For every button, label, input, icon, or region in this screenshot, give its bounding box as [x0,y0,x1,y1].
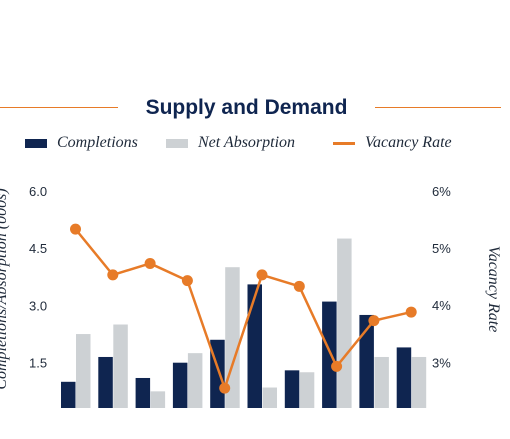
legend-label-completions: Completions [57,134,138,151]
point-vacancy-rate [331,360,343,372]
bar-net-absorption [374,356,389,408]
point-vacancy-rate [256,269,268,281]
chart-title: Supply and Demand [145,96,348,119]
line-vacancy-rate [74,228,412,390]
bar-completions [247,284,262,408]
bar-completions [172,362,188,408]
y-tick-label-left: 1.5 [29,356,47,371]
title-row: Supply and Demand [0,92,510,124]
point-vacancy-rate [219,382,231,394]
y-axis-title-left: Completions/Absorption (000s) [0,188,10,390]
point-vacancy-rate [293,280,305,292]
bar-completions [61,381,76,408]
bar-completions [98,356,113,408]
y-tick-label-right: 6% [432,184,451,199]
legend-item-vacancy-rate: Vacancy Rate [333,130,452,156]
bar-net-absorption [411,356,427,408]
bar-net-absorption [76,334,91,408]
chart-legend: Completions Net Absorption Vacancy Rate [0,130,510,156]
title-rule-left [0,107,118,108]
legend-label-vacancy-rate: Vacancy Rate [365,134,452,151]
bar-net-absorption [262,387,277,408]
bar-completions [396,347,412,408]
bar-completions [135,377,151,408]
point-vacancy-rate [405,306,417,318]
title-rule-right [375,107,501,108]
y-axis-title-right: Vacancy Rate [485,245,502,333]
chart-plot: 1.5 3.0 4.5 6.0 3% 4% 5% 6% [29,184,451,408]
y-tick-label-left: 6.0 [29,184,47,199]
legend-item-net-absorption: Net Absorption [166,130,295,156]
y-tick-label-left: 3.0 [29,298,47,313]
bar-net-absorption [337,238,352,408]
y-tick-label-right: 4% [432,298,451,313]
bar-net-absorption [113,324,128,408]
y-tick-label-left: 4.5 [29,241,47,256]
legend-swatch-vacancy-rate [333,141,355,145]
legend-swatch-completions [25,138,47,148]
bar-net-absorption [299,372,315,408]
point-vacancy-rate [70,223,81,235]
legend-item-completions: Completions [25,130,138,156]
point-vacancy-rate [181,275,193,287]
y-tick-label-right: 5% [432,241,451,256]
point-vacancy-rate [107,269,119,281]
bar-completions [284,370,300,408]
bar-net-absorption [150,391,166,408]
bar-net-absorption [187,353,203,408]
legend-swatch-net-absorption [166,138,188,148]
bar-completions [359,314,374,408]
point-vacancy-rate [368,315,380,327]
point-vacancy-rate [144,257,156,269]
bar-completions [322,301,337,408]
legend-label-net-absorption: Net Absorption [198,134,296,151]
y-tick-label-right: 3% [432,355,451,370]
